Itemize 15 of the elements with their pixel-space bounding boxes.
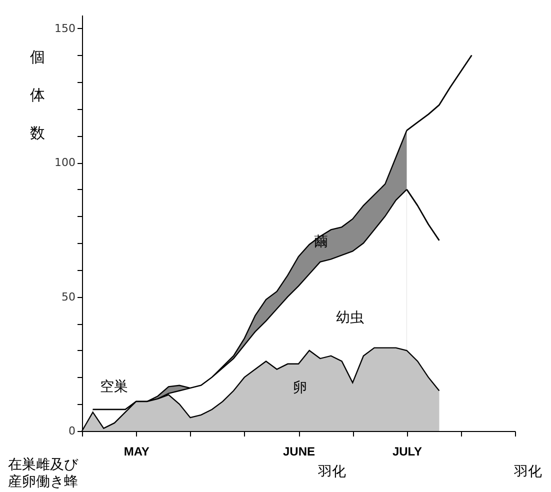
annotation: 繭 xyxy=(314,234,328,251)
x-tick-label: JUNE xyxy=(282,444,316,458)
x-tick-label: MAY xyxy=(124,444,150,458)
annotation: 幼虫 xyxy=(336,310,364,327)
y-tick-label: 100 xyxy=(54,156,76,170)
y-tick-label: 50 xyxy=(62,290,76,304)
y-tick-label: 150 xyxy=(54,22,76,35)
x-tick-label: JULY xyxy=(392,444,422,458)
text: 羽化 xyxy=(514,464,542,481)
text: 在巣雌及び産卵働き蜂 xyxy=(8,457,80,491)
text: 個体数 xyxy=(30,48,45,142)
annotation: 空巣 xyxy=(100,379,128,396)
text: 羽化 xyxy=(318,464,346,481)
y-tick-label: 0 xyxy=(68,424,76,438)
annotation: 卵 xyxy=(293,380,307,397)
